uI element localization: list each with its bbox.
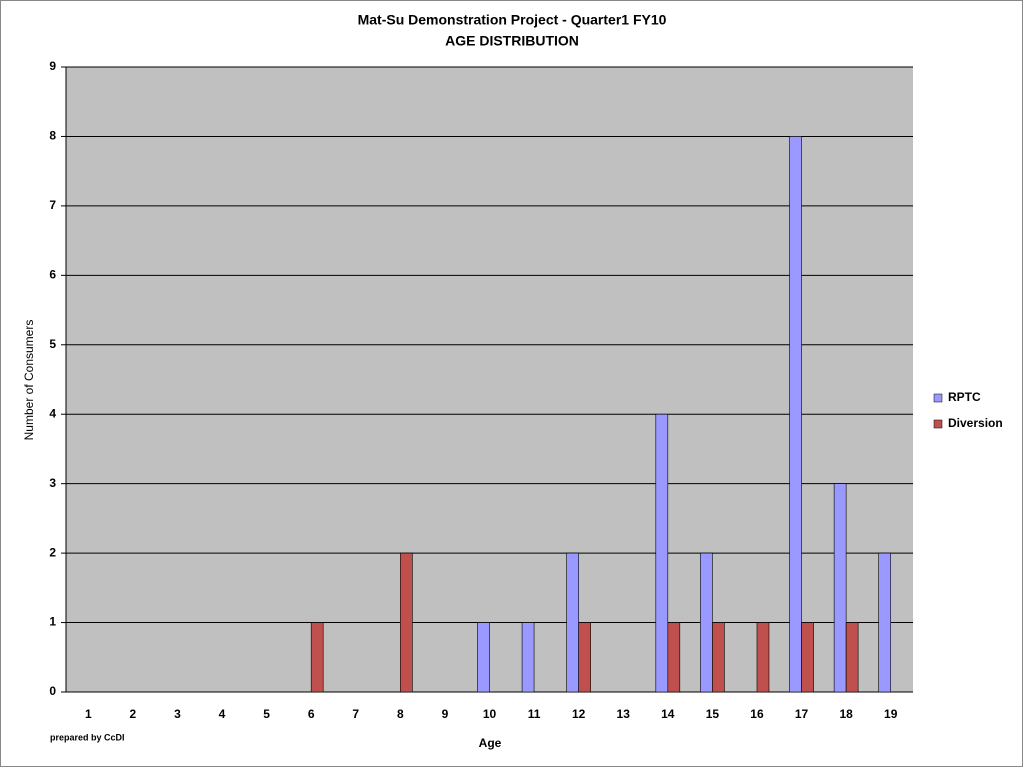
bar bbox=[667, 622, 681, 693]
x-tick-label: 7 bbox=[352, 707, 359, 721]
x-tick-label: 9 bbox=[442, 707, 449, 721]
bar bbox=[310, 622, 324, 693]
x-tick-label: 15 bbox=[706, 707, 720, 721]
y-tick-label: 5 bbox=[49, 337, 56, 351]
x-tick-label: 17 bbox=[795, 707, 809, 721]
x-tick-label: 5 bbox=[263, 707, 270, 721]
x-axis-label: Age bbox=[479, 736, 502, 750]
x-tick-label: 14 bbox=[661, 707, 675, 721]
x-tick-label: 13 bbox=[617, 707, 631, 721]
bar bbox=[477, 622, 490, 693]
x-tick-label: 3 bbox=[174, 707, 181, 721]
bar bbox=[521, 622, 535, 693]
legend-swatch bbox=[933, 419, 943, 429]
x-tick-label: 12 bbox=[572, 707, 586, 721]
bar bbox=[578, 622, 591, 693]
plot-area bbox=[66, 67, 913, 692]
legend-label: Diversion bbox=[948, 416, 1003, 430]
bar bbox=[566, 552, 579, 693]
y-tick-label: 7 bbox=[49, 198, 56, 212]
chart-subtitle: AGE DISTRIBUTION bbox=[445, 33, 579, 49]
chart-title: Mat-Su Demonstration Project - Quarter1 … bbox=[358, 12, 667, 28]
bar bbox=[878, 552, 892, 693]
legend-swatch bbox=[933, 393, 943, 403]
legend-label: RPTC bbox=[948, 390, 981, 404]
footnote: prepared by CcDI bbox=[50, 732, 125, 742]
bar bbox=[789, 136, 802, 693]
x-tick-label: 8 bbox=[397, 707, 404, 721]
x-tick-label: 18 bbox=[839, 707, 853, 721]
x-tick-label: 2 bbox=[130, 707, 137, 721]
y-tick-label: 2 bbox=[49, 545, 56, 559]
y-tick-label: 3 bbox=[49, 476, 56, 490]
bar bbox=[833, 483, 847, 693]
bar bbox=[655, 413, 669, 693]
bar bbox=[801, 622, 814, 693]
bar bbox=[845, 622, 859, 693]
x-tick-label: 19 bbox=[884, 707, 898, 721]
x-tick-label: 11 bbox=[528, 707, 541, 721]
x-tick-label: 1 bbox=[85, 707, 92, 721]
y-tick-label: 1 bbox=[49, 615, 56, 629]
y-axis-label: Number of Consumers bbox=[22, 320, 36, 441]
bar bbox=[756, 622, 770, 693]
y-tick-label: 8 bbox=[49, 129, 56, 143]
x-tick-label: 4 bbox=[219, 707, 226, 721]
y-tick-label: 4 bbox=[49, 406, 56, 420]
x-tick-label: 6 bbox=[308, 707, 315, 721]
x-tick-label: 16 bbox=[750, 707, 764, 721]
bar bbox=[700, 552, 713, 693]
bar bbox=[400, 552, 413, 693]
y-tick-label: 0 bbox=[49, 684, 56, 698]
y-tick-label: 6 bbox=[49, 268, 56, 282]
bar bbox=[712, 622, 725, 693]
x-tick-label: 10 bbox=[483, 707, 497, 721]
y-tick-label: 9 bbox=[49, 59, 56, 73]
